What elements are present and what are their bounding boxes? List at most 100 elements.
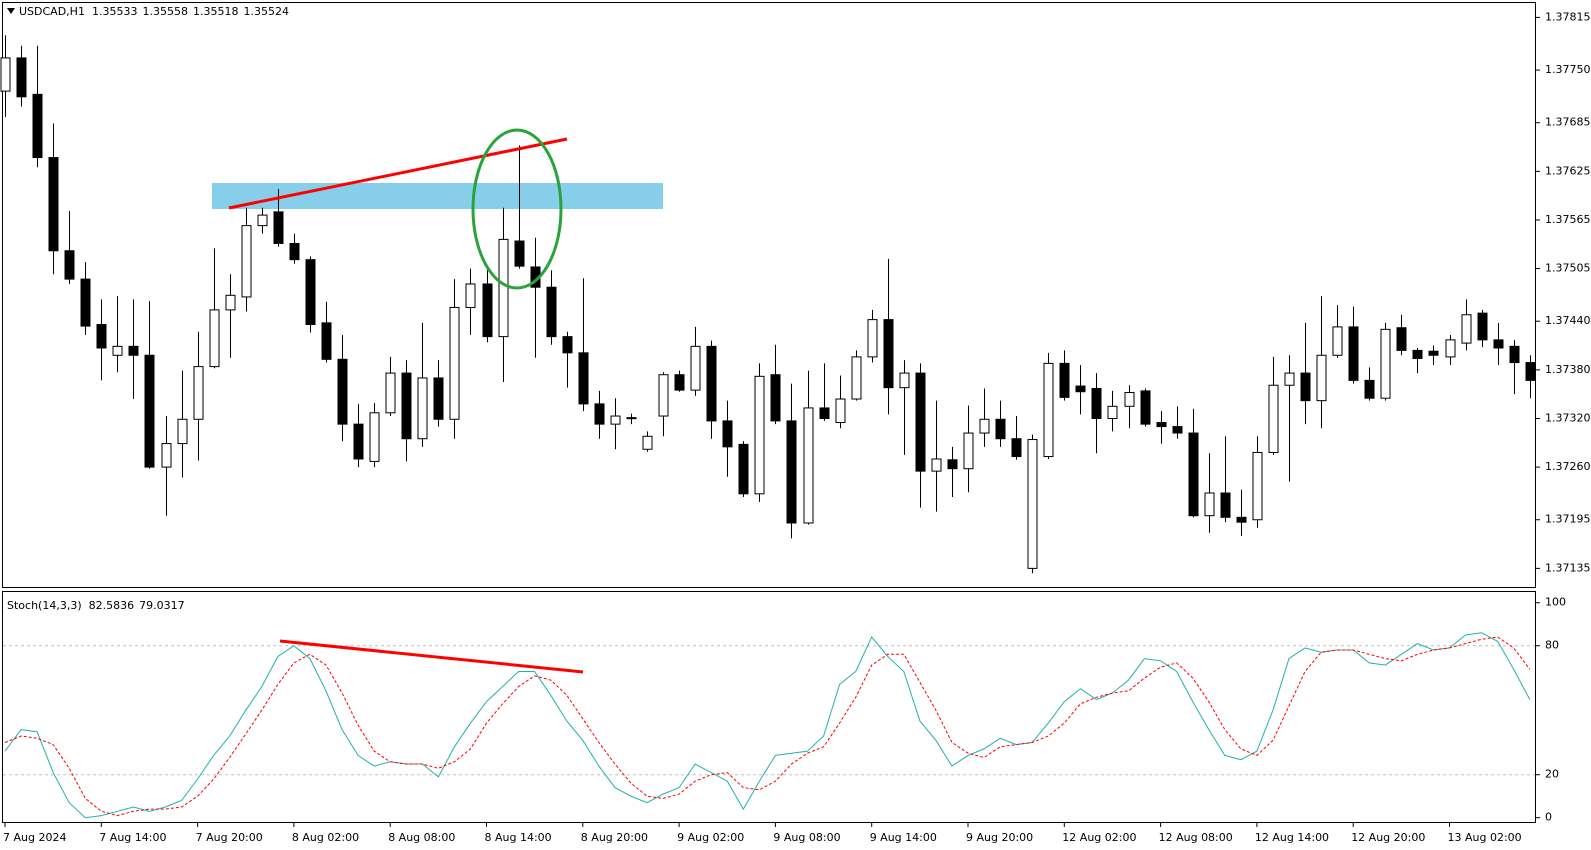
candle-body (96, 323, 107, 349)
drawings (212, 183, 663, 209)
candle-body (321, 322, 332, 360)
candle-body (1509, 345, 1520, 364)
y-tick-label: 0 (1545, 811, 1552, 824)
y-tick-label: 80 (1545, 639, 1559, 652)
y-tick-label: 1.37320 (1545, 411, 1591, 424)
candle-body (161, 443, 172, 468)
candle-body (819, 407, 830, 419)
candle-body (1156, 422, 1167, 428)
x-tick-label: 7 Aug 2024 (3, 831, 66, 844)
y-tick-label: 1.37260 (1545, 460, 1591, 473)
y-tick-label: 1.37135 (1545, 561, 1591, 574)
candle-body (1027, 439, 1038, 569)
x-tick-label: 9 Aug 20:00 (966, 831, 1033, 844)
candle-body (64, 250, 75, 280)
candle-body (1252, 451, 1263, 521)
stoch-trendline (279, 639, 584, 674)
candle-body (578, 352, 589, 405)
candle-body (1188, 432, 1199, 517)
candle-body (1059, 362, 1070, 398)
candle-body (385, 372, 396, 414)
y-tick-label: 1.37750 (1545, 63, 1591, 76)
x-tick-label: 8 Aug 14:00 (485, 831, 552, 844)
candle-body (0, 57, 11, 92)
candle-body (1445, 339, 1456, 358)
x-tick-label: 9 Aug 14:00 (870, 831, 937, 844)
candle-body (947, 459, 958, 470)
candle-body (177, 418, 188, 445)
candle-body (706, 345, 717, 422)
candle-body (514, 240, 525, 267)
candle-body (915, 372, 926, 472)
candle-body (851, 356, 862, 400)
y-tick-label: 1.37815 (1545, 10, 1591, 23)
candle-body (642, 435, 653, 450)
symbol-title: USDCAD,H1 (19, 5, 85, 18)
candle-body (1124, 392, 1135, 407)
candle-body (1284, 372, 1295, 386)
x-tick-label: 13 Aug 02:00 (1448, 831, 1522, 844)
plot: 1.37815 1.37750 1.37685 1.37625 1.37565 1.375… (0, 10, 1591, 844)
menu-triangle (7, 8, 15, 14)
reading: 1.35533 (92, 5, 138, 18)
candle-body (1316, 354, 1327, 402)
candle-body (257, 214, 268, 227)
candle-body (482, 283, 493, 338)
candle-body (337, 358, 348, 425)
candle-body (289, 242, 300, 261)
candle-body (1380, 328, 1391, 399)
x-tick-label: 12 Aug 14:00 (1255, 831, 1329, 844)
x-tick-label: 8 Aug 08:00 (388, 831, 455, 844)
reading: 1.35524 (243, 5, 289, 18)
candle-body (722, 420, 733, 448)
candle-body (1493, 339, 1504, 349)
y-tick-label: 1.37625 (1545, 164, 1591, 177)
candle-body (690, 345, 701, 391)
candle-body (610, 415, 621, 425)
candle-body (465, 283, 476, 308)
y-tick-label: 1.37440 (1545, 314, 1591, 327)
reading: 1.35518 (193, 5, 239, 18)
candle-body (899, 372, 910, 389)
candle-body (738, 443, 749, 495)
candle-body (1220, 492, 1231, 518)
candle-body (417, 377, 428, 440)
candle-body (193, 366, 204, 420)
candle-body (1428, 350, 1439, 356)
y-tick-label: 100 (1545, 596, 1566, 609)
stoch-title: Stoch(14,3,3) (7, 599, 82, 612)
candle-body (401, 372, 412, 440)
candle-body (883, 319, 894, 389)
candle-body (594, 403, 605, 425)
reading: 82.5836 (89, 599, 135, 612)
candle-body (433, 377, 444, 420)
candle-body (931, 458, 942, 472)
x-tick-label: 7 Aug 14:00 (99, 831, 166, 844)
y-tick-label: 1.37685 (1545, 116, 1591, 129)
candle-body (1268, 384, 1279, 453)
candle-body (144, 354, 155, 468)
candle-body (754, 375, 765, 495)
candle-body (1011, 438, 1022, 458)
candle-body (786, 420, 797, 524)
candle-body (867, 319, 878, 358)
stoch-line (4, 632, 1531, 819)
candle-body (449, 306, 460, 420)
y-tick-label: 1.37565 (1545, 213, 1591, 226)
x-tick-label: 7 Aug 20:00 (196, 831, 263, 844)
candle-body (1172, 426, 1183, 434)
x-tick-label: 12 Aug 20:00 (1351, 831, 1425, 844)
candle-body (1412, 349, 1423, 360)
stoch-line (4, 636, 1531, 817)
candle-body (1204, 492, 1215, 517)
candle-body (1348, 326, 1359, 381)
candle-body (835, 398, 846, 424)
candle-body (1091, 387, 1102, 419)
candle-body (1075, 385, 1086, 393)
candle-body (546, 286, 557, 338)
price-panel-frame (2, 2, 1536, 588)
candle-body (241, 225, 252, 298)
candle-body (770, 374, 781, 422)
y-tick-label: 20 (1545, 768, 1559, 781)
candle-body (1140, 390, 1151, 425)
